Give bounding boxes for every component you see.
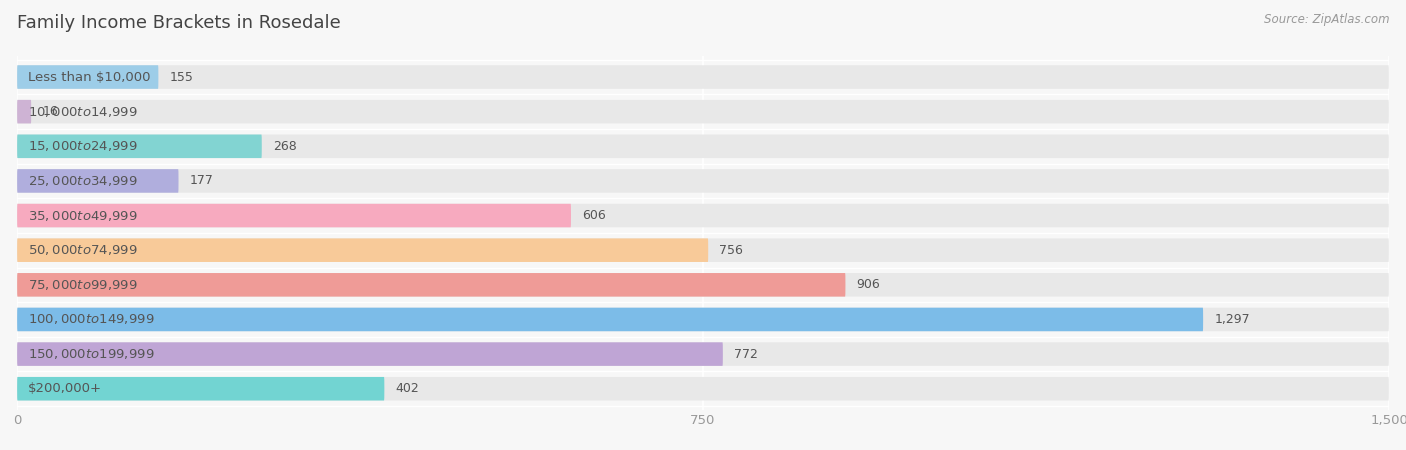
FancyBboxPatch shape — [17, 65, 159, 89]
Text: 1,297: 1,297 — [1215, 313, 1250, 326]
FancyBboxPatch shape — [17, 273, 845, 297]
Text: Source: ZipAtlas.com: Source: ZipAtlas.com — [1264, 14, 1389, 27]
Text: $75,000 to $99,999: $75,000 to $99,999 — [28, 278, 138, 292]
Text: $25,000 to $34,999: $25,000 to $34,999 — [28, 174, 138, 188]
FancyBboxPatch shape — [17, 238, 1389, 262]
Text: 177: 177 — [190, 175, 214, 188]
FancyBboxPatch shape — [17, 135, 262, 158]
FancyBboxPatch shape — [17, 342, 723, 366]
Text: $100,000 to $149,999: $100,000 to $149,999 — [28, 312, 155, 326]
Text: $200,000+: $200,000+ — [28, 382, 101, 395]
Text: Less than $10,000: Less than $10,000 — [28, 71, 150, 84]
FancyBboxPatch shape — [17, 65, 1389, 89]
Text: 906: 906 — [856, 278, 880, 291]
FancyBboxPatch shape — [17, 308, 1204, 331]
Text: 268: 268 — [273, 140, 297, 153]
FancyBboxPatch shape — [17, 273, 1389, 297]
Text: 16: 16 — [42, 105, 58, 118]
Text: $35,000 to $49,999: $35,000 to $49,999 — [28, 208, 138, 223]
FancyBboxPatch shape — [17, 377, 384, 400]
FancyBboxPatch shape — [17, 342, 1389, 366]
FancyBboxPatch shape — [17, 100, 1389, 123]
FancyBboxPatch shape — [17, 204, 571, 227]
FancyBboxPatch shape — [17, 169, 1389, 193]
Text: 402: 402 — [395, 382, 419, 395]
FancyBboxPatch shape — [17, 135, 1389, 158]
FancyBboxPatch shape — [17, 308, 1389, 331]
Text: $150,000 to $199,999: $150,000 to $199,999 — [28, 347, 155, 361]
FancyBboxPatch shape — [17, 238, 709, 262]
Text: $10,000 to $14,999: $10,000 to $14,999 — [28, 105, 138, 119]
FancyBboxPatch shape — [17, 377, 1389, 400]
Text: 756: 756 — [720, 244, 744, 256]
FancyBboxPatch shape — [17, 100, 31, 123]
Text: 606: 606 — [582, 209, 606, 222]
Text: 772: 772 — [734, 347, 758, 360]
Text: Family Income Brackets in Rosedale: Family Income Brackets in Rosedale — [17, 14, 340, 32]
Text: $50,000 to $74,999: $50,000 to $74,999 — [28, 243, 138, 257]
FancyBboxPatch shape — [17, 169, 179, 193]
Text: $15,000 to $24,999: $15,000 to $24,999 — [28, 140, 138, 153]
Text: 155: 155 — [170, 71, 194, 84]
FancyBboxPatch shape — [17, 204, 1389, 227]
